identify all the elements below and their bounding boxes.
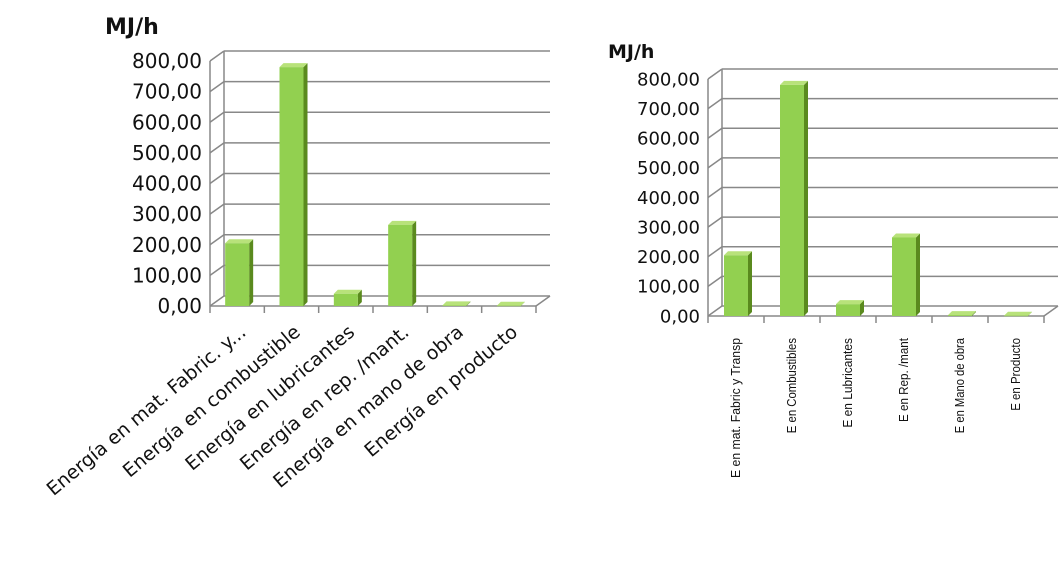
gridline-side [707,275,723,287]
bar-side [303,63,308,306]
y-tick-label: 800,00 [132,49,202,73]
bar-front [836,304,860,316]
chart-left: MJ/h 0,00 100,00 200,00 300,00 400,00 500,00 6… [43,15,551,500]
y-tick-label: 400,00 [637,188,700,209]
bar-front [442,305,467,306]
bar-top [388,220,417,225]
y-axis-unit-label: MJ/h [105,15,159,40]
y-tick-label: 300,00 [132,202,202,226]
bar [279,63,308,306]
bar [836,300,864,316]
y-tick-label: 200,00 [132,233,202,257]
bar-top [724,251,752,256]
bar-side [1028,311,1032,316]
bar-front [333,293,358,306]
bar-front [1004,315,1028,317]
floor-right-edge [1043,305,1059,317]
gridline-side [707,68,723,80]
category-label: Energía en mat. Fabric. y... [43,321,251,500]
bar-side [520,301,525,306]
gridline-side [209,81,225,93]
bar-top [279,63,308,68]
bar [948,311,976,316]
bar [892,233,920,316]
gridline-side [209,264,225,276]
category-label: E en Mano de obra [952,337,967,433]
y-tick-label: 0,00 [660,306,700,327]
bar [333,289,362,306]
bar-top [496,301,525,306]
y-tick-label: 700,00 [637,99,700,120]
category-label: E en Lubricantes [840,338,855,428]
bar-side [466,301,471,306]
y-tick-label: 200,00 [637,247,700,268]
bar-side [249,239,254,306]
y-axis-unit-label: MJ/h [608,41,654,63]
bar [442,301,471,306]
gridline-side [209,172,225,185]
gridline-side [707,305,723,317]
bar-front [496,305,521,307]
category-label: E en Combustibles [784,338,799,434]
bar [225,239,254,306]
y-tick-label: 300,00 [637,217,700,238]
gridline-side [707,186,723,199]
gridline-side [209,50,225,62]
bar-side [412,220,417,306]
bar-side [357,289,362,306]
bar-top [442,301,471,306]
bar-top [780,80,808,85]
bar [1004,311,1032,317]
bar [724,251,752,316]
gridline-side [707,98,723,110]
bar-front [724,255,748,316]
bar-front [892,237,916,316]
bar-front [279,67,304,306]
gridline-side [707,157,723,169]
y-tick-label: 800,00 [637,69,700,90]
bar [780,80,808,316]
bar-top [1004,311,1032,316]
bar [496,301,525,307]
y-tick-label: 600,00 [132,110,202,134]
bar-side [804,80,808,316]
bar-side [748,251,752,316]
bar-side [860,300,864,316]
y-tick-label: 400,00 [132,172,202,196]
bar-side [972,311,976,316]
bar-side [916,233,920,316]
bar-top [892,233,920,238]
gridline-side [707,127,723,139]
bar-top [333,289,362,294]
floor-right-edge [535,295,551,307]
y-tick-label: 500,00 [132,141,202,165]
gridline-side [209,111,225,123]
bar-top [948,311,976,316]
bar [388,220,417,306]
y-tick-label: 500,00 [637,158,700,179]
category-label: E en mat. Fabric y Transp [728,338,743,478]
bar-front [388,224,413,306]
bar-front [948,315,972,316]
y-tick-label: 100,00 [132,263,202,287]
category-label: E en Producto [1008,338,1023,411]
gridline-side [209,295,225,307]
y-tick-label: 600,00 [637,129,700,150]
gridline-side [209,142,225,154]
bar-top [836,300,864,305]
bar-top [225,239,254,244]
gridline-side [707,216,723,228]
y-tick-label: 700,00 [132,80,202,104]
category-label: E en Rep. /mant [896,338,911,422]
gridline-side [707,246,723,258]
bar-front [225,243,250,306]
y-tick-label: 100,00 [637,277,700,298]
gridline-side [209,234,225,246]
y-tick-label: 0,00 [157,294,202,318]
bar-front [780,84,804,316]
gridline-side [209,203,225,215]
chart-right: MJ/h 0,00 100,00 200,00 300,00 400,00 500,00 6… [608,41,1059,478]
